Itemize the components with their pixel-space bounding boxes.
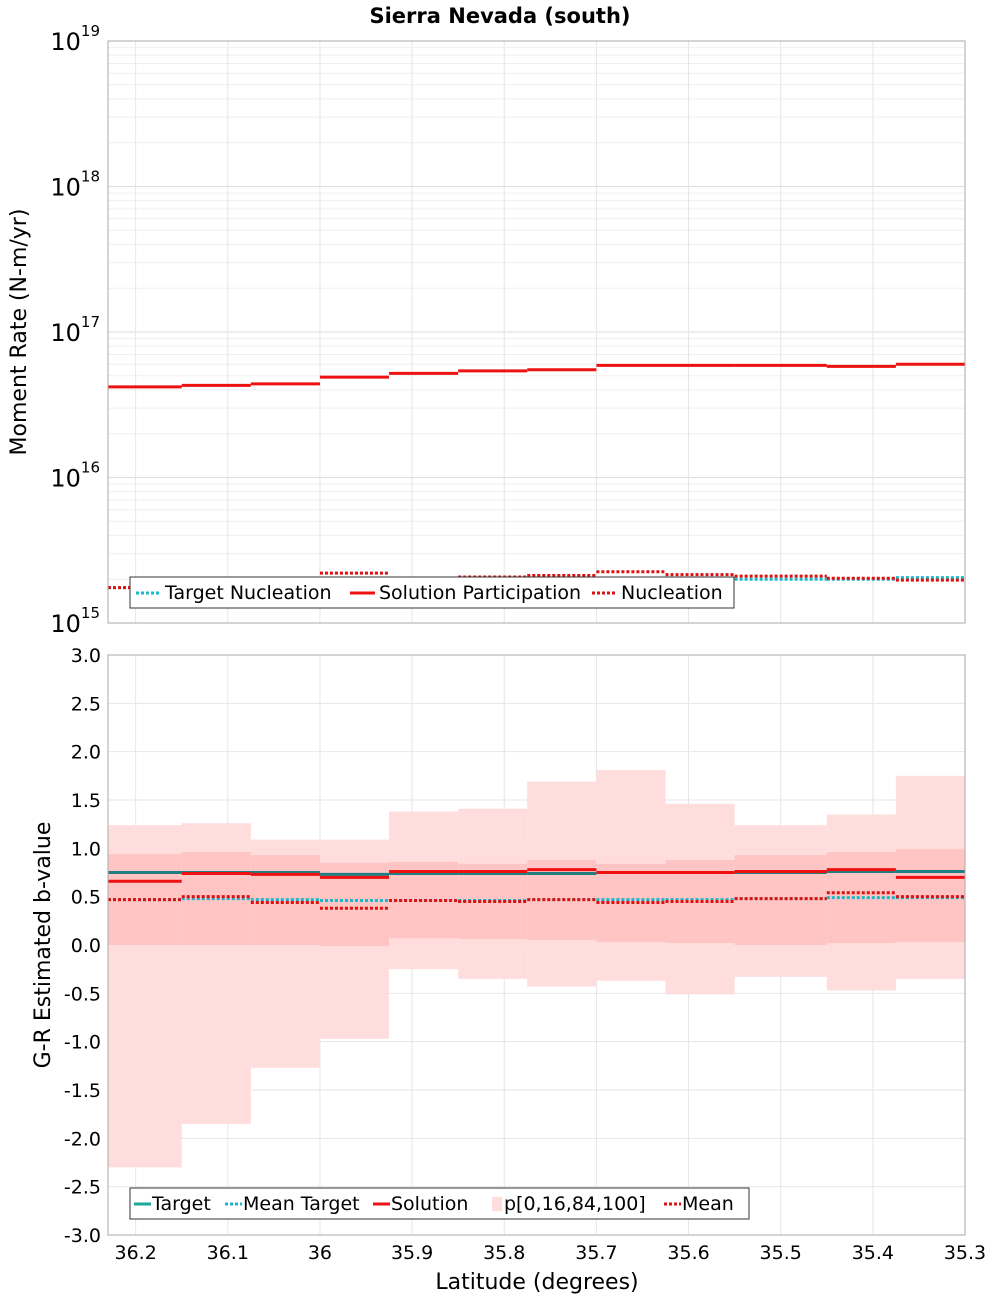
x-tick-label: 35.6 (667, 1242, 709, 1264)
x-tick-label: 36 (308, 1242, 332, 1264)
legend-label: Target Nucleation (164, 582, 332, 604)
y-tick-base: 10 (50, 610, 81, 638)
y-tick-label: 1015 (50, 604, 100, 638)
x-tick-label: 35.4 (852, 1242, 894, 1264)
y-tick-label: 2.5 (71, 693, 101, 715)
x-tick-label: 35.5 (760, 1242, 802, 1264)
y-tick-label: 2.0 (71, 742, 101, 764)
y-tick-label: 3.0 (71, 645, 101, 667)
legend-label: Target (151, 1193, 211, 1215)
legend-box (129, 1187, 750, 1220)
y-tick-exponent: 19 (81, 22, 100, 40)
b-value-plot: -3.0 -2.5 -2.0 -1.5 -1.0 -0.5 0.0 0.5 1.0 1.5 2.0 2… (64, 645, 986, 1264)
x-tick-label: 35.7 (575, 1242, 617, 1264)
x-tick-label: 35.9 (391, 1242, 433, 1264)
moment-rate-y-axis-label: Moment Rate (N-m/yr) (7, 209, 32, 456)
plot-frame (107, 654, 966, 1236)
legend-box (129, 576, 735, 609)
y-tick-base: 10 (50, 28, 81, 56)
legend-label: Solution (391, 1193, 468, 1215)
b-value-legend: Target Mean Target Solution p[0,16,84,100] M… (129, 1187, 750, 1220)
x-tick-label: 35.3 (944, 1242, 986, 1264)
y-tick-label: 0.5 (71, 887, 101, 909)
y-tick-label: -2.5 (64, 1177, 101, 1199)
x-tick-label: 36.2 (114, 1242, 156, 1264)
y-tick-label: 1018 (50, 168, 100, 202)
y-tick-label: -0.5 (64, 983, 101, 1005)
b-value-y-axis-label: G-R Estimated b-value (31, 822, 56, 1069)
y-tick-label: 1016 (50, 459, 100, 493)
y-tick-exponent: 15 (81, 604, 100, 622)
y-tick-exponent: 16 (81, 459, 100, 477)
y-tick-label: 1019 (50, 22, 100, 56)
plot-frame (107, 40, 966, 624)
y-tick-exponent: 17 (81, 313, 100, 331)
legend-label: Nucleation (621, 582, 723, 604)
moment-rate-legend: Target Nucleation Solution Participation N… (129, 576, 735, 609)
y-tick-label: 1017 (50, 313, 100, 347)
legend-label: p[0,16,84,100] (504, 1193, 646, 1215)
y-tick-label: 0.0 (71, 935, 101, 957)
y-tick-base: 10 (50, 174, 81, 202)
y-tick-label: 1.5 (71, 790, 101, 812)
legend-label: Solution Participation (379, 582, 581, 604)
y-tick-base: 10 (50, 465, 81, 493)
y-tick-label: -2.0 (64, 1128, 101, 1150)
y-tick-base: 10 (50, 319, 81, 347)
y-tick-label: -1.0 (64, 1032, 101, 1054)
chart-title: Sierra Nevada (south) (369, 4, 630, 28)
y-tick-label: -3.0 (64, 1225, 101, 1247)
x-axis-label: Latitude (degrees) (435, 1270, 638, 1295)
legend-swatch (492, 1197, 502, 1211)
y-tick-exponent: 18 (81, 168, 100, 186)
legend-label: Mean (682, 1193, 734, 1215)
x-tick-label: 35.8 (483, 1242, 525, 1264)
y-tick-label: -1.5 (64, 1080, 101, 1102)
x-tick-label: 36.1 (207, 1242, 249, 1264)
legend-label: Mean Target (243, 1193, 360, 1215)
y-tick-label: 1.0 (71, 838, 101, 860)
